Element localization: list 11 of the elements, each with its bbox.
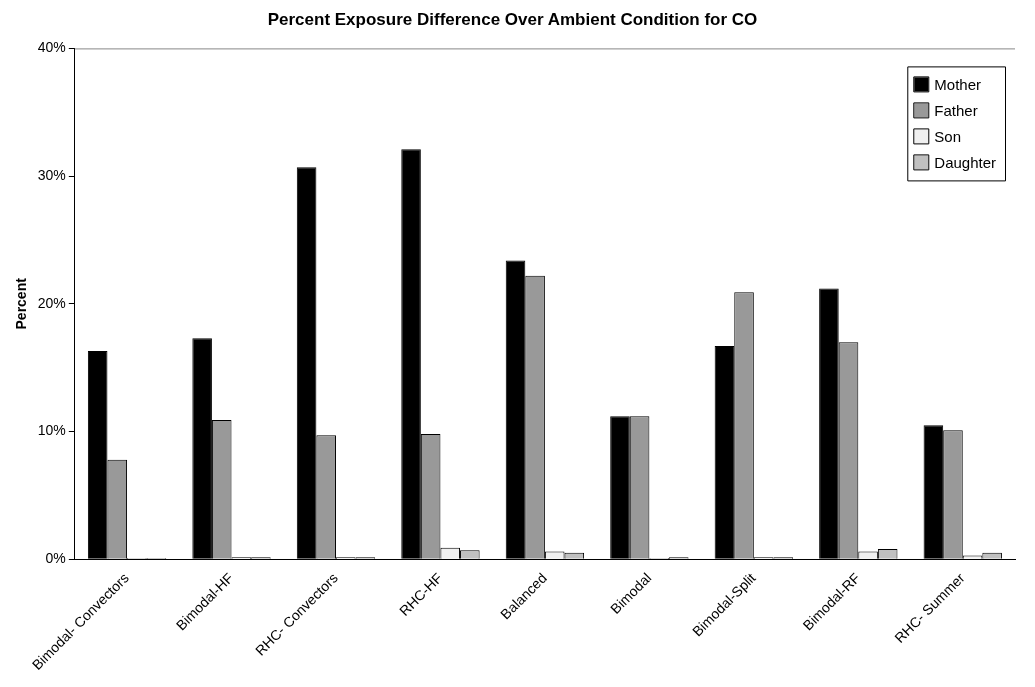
legend-label: Son — [934, 127, 961, 145]
y-tick-label: 10% — [37, 422, 66, 439]
y-axis-title: Percent — [13, 277, 30, 330]
legend-label: Daughter — [934, 153, 997, 171]
y-tick-label: 30% — [37, 166, 66, 183]
chart-title: Percent Exposure Difference Over Ambient Condition for CO — [267, 9, 758, 29]
legend-label: Mother — [934, 75, 981, 93]
y-tick-label: 40% — [37, 39, 66, 56]
y-tick-label: 0% — [45, 550, 66, 567]
legend-label: Father — [934, 101, 978, 119]
y-tick-label: 20% — [37, 294, 66, 311]
